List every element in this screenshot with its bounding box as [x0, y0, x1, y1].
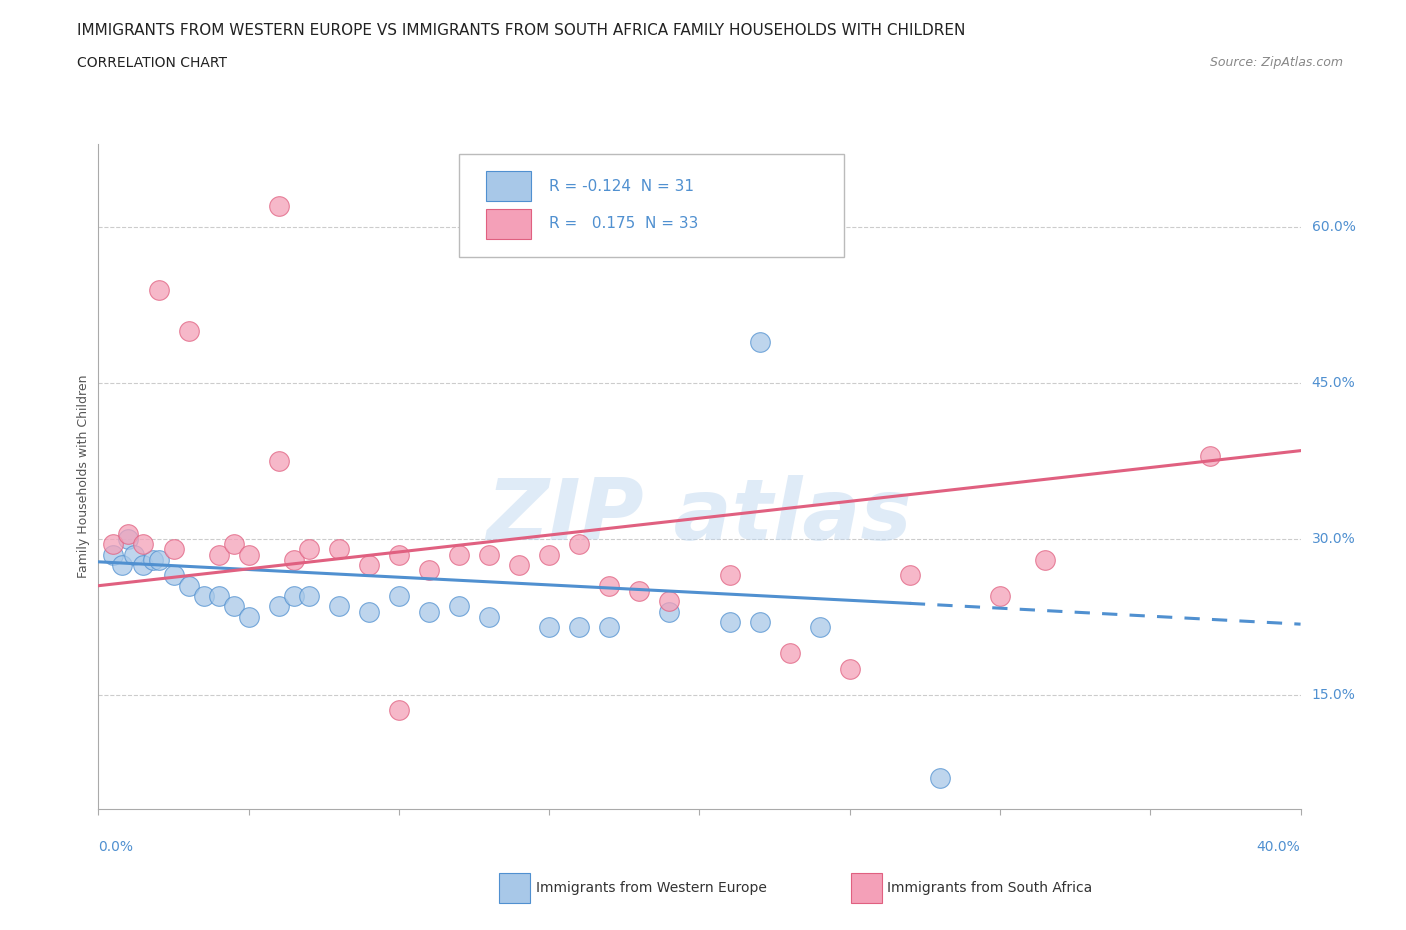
FancyBboxPatch shape	[485, 171, 531, 201]
Y-axis label: Family Households with Children: Family Households with Children	[77, 375, 90, 578]
Point	[898, 568, 921, 583]
FancyBboxPatch shape	[458, 154, 844, 258]
Point	[929, 770, 952, 785]
Point	[598, 619, 620, 634]
Point	[162, 542, 184, 557]
Point	[508, 557, 530, 572]
Point	[193, 589, 215, 604]
Point	[283, 589, 305, 604]
Text: ZIP atlas: ZIP atlas	[486, 475, 912, 558]
Point	[117, 532, 139, 547]
Point	[658, 594, 681, 609]
Point	[283, 552, 305, 567]
Text: R =   0.175  N = 33: R = 0.175 N = 33	[550, 217, 699, 232]
Text: 15.0%: 15.0%	[1312, 688, 1355, 702]
Point	[222, 537, 245, 551]
Point	[148, 552, 170, 567]
Point	[208, 547, 231, 562]
Point	[124, 547, 146, 562]
FancyBboxPatch shape	[485, 209, 531, 239]
Point	[357, 557, 380, 572]
Point	[538, 619, 561, 634]
Text: 40.0%: 40.0%	[1257, 840, 1301, 854]
Point	[418, 604, 440, 619]
Point	[748, 615, 770, 630]
Point	[177, 578, 200, 593]
Point	[478, 547, 501, 562]
Point	[208, 589, 231, 604]
Point	[718, 615, 741, 630]
Point	[148, 282, 170, 297]
Point	[538, 547, 561, 562]
Text: CORRELATION CHART: CORRELATION CHART	[77, 56, 228, 70]
Point	[779, 645, 801, 660]
Point	[141, 552, 163, 567]
Point	[103, 537, 125, 551]
Point	[447, 547, 470, 562]
Point	[568, 537, 591, 551]
Point	[838, 661, 860, 676]
Point	[328, 599, 350, 614]
Point	[478, 609, 501, 624]
Point	[1033, 552, 1056, 567]
Text: 60.0%: 60.0%	[1312, 220, 1355, 234]
Point	[598, 578, 620, 593]
Point	[357, 604, 380, 619]
Point	[103, 547, 125, 562]
Point	[298, 589, 321, 604]
Text: Immigrants from Western Europe: Immigrants from Western Europe	[536, 881, 766, 896]
Point	[238, 547, 260, 562]
Point	[988, 589, 1011, 604]
Point	[568, 619, 591, 634]
Point	[132, 557, 155, 572]
Point	[388, 703, 411, 718]
Point	[447, 599, 470, 614]
Point	[328, 542, 350, 557]
Text: R = -0.124  N = 31: R = -0.124 N = 31	[550, 179, 695, 193]
Point	[267, 454, 290, 469]
Text: 45.0%: 45.0%	[1312, 376, 1355, 390]
Point	[117, 526, 139, 541]
Point	[222, 599, 245, 614]
Point	[177, 324, 200, 339]
Text: 30.0%: 30.0%	[1312, 532, 1355, 546]
Point	[658, 604, 681, 619]
Point	[132, 537, 155, 551]
Text: IMMIGRANTS FROM WESTERN EUROPE VS IMMIGRANTS FROM SOUTH AFRICA FAMILY HOUSEHOLDS: IMMIGRANTS FROM WESTERN EUROPE VS IMMIGR…	[77, 23, 966, 38]
Point	[162, 568, 184, 583]
Point	[808, 619, 831, 634]
Point	[238, 609, 260, 624]
Point	[298, 542, 321, 557]
Text: 0.0%: 0.0%	[98, 840, 134, 854]
Point	[388, 547, 411, 562]
Point	[718, 568, 741, 583]
Point	[111, 557, 134, 572]
Point	[748, 334, 770, 349]
Text: Immigrants from South Africa: Immigrants from South Africa	[887, 881, 1092, 896]
Point	[267, 199, 290, 214]
Point	[1199, 448, 1222, 463]
Point	[267, 599, 290, 614]
Point	[418, 563, 440, 578]
Point	[388, 589, 411, 604]
Text: Source: ZipAtlas.com: Source: ZipAtlas.com	[1209, 56, 1343, 69]
Point	[628, 583, 651, 598]
